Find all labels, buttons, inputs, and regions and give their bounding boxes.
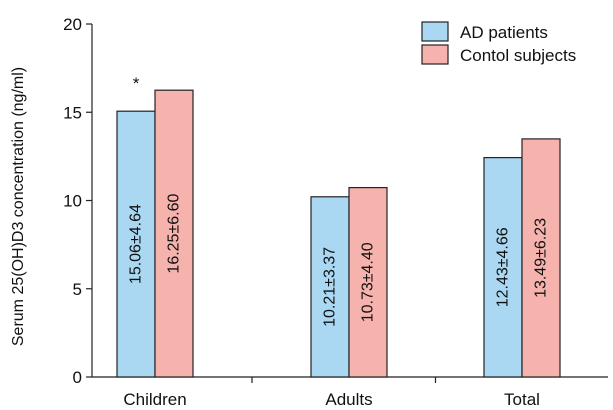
legend: AD patients Contol subjects: [421, 21, 576, 65]
x-category-label: Adults: [325, 390, 372, 409]
data-label: 12.43±4.66: [495, 227, 512, 307]
y-axis-label: Serum 25(OH)D3 concentration (ng/ml): [10, 67, 27, 346]
data-label: 10.21±3.37: [322, 247, 339, 327]
legend-label-ad-patients: AD patients: [460, 23, 548, 42]
axes: 0 5 10 15 20 Children Adults Total: [63, 15, 608, 409]
data-label: 15.06±4.64: [128, 204, 145, 284]
significance-asterisk: *: [133, 74, 140, 93]
legend-label-control-subjects: Contol subjects: [460, 46, 576, 65]
bar-control-subjects: [154, 89, 194, 378]
bar-control-subjects: [348, 187, 388, 378]
bar-ad-patients: [483, 157, 523, 378]
bar-control-subjects: [521, 138, 561, 378]
data-label: 16.25±6.60: [166, 194, 183, 274]
x-category-label: Children: [123, 390, 186, 409]
y-tick-label: 10: [63, 192, 82, 211]
y-tick-label: 20: [63, 15, 82, 34]
legend-swatch-control-subjects: [421, 44, 449, 65]
legend-swatch-ad-patients: [421, 21, 449, 42]
bar-ad-patients: [310, 196, 350, 378]
y-tick-label: 0: [73, 368, 82, 387]
bars: 15.06±4.64 16.25±6.60 10.21±3.37 10.73±4.40…: [116, 74, 561, 378]
data-label: 10.73±4.40: [360, 242, 377, 322]
y-tick-label: 5: [73, 280, 82, 299]
data-label: 13.49±6.23: [533, 218, 550, 298]
y-tick-label: 15: [63, 103, 82, 122]
x-category-label: Total: [504, 390, 540, 409]
